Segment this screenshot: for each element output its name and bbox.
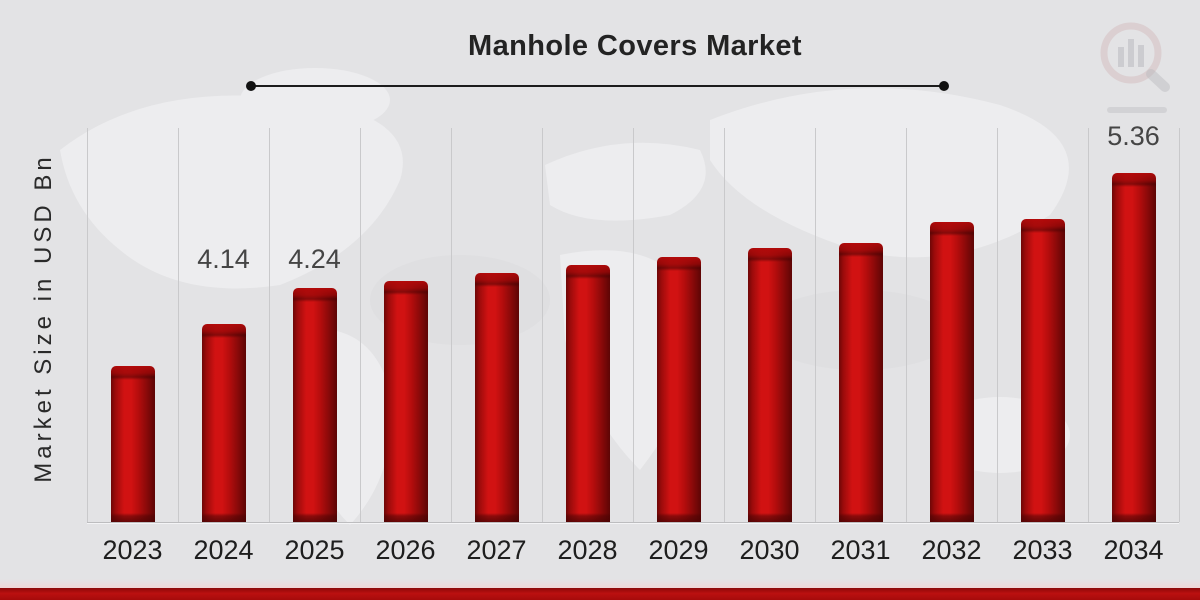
- x-axis-label: 2033: [1012, 535, 1073, 565]
- plot-area: 2023 2024 2025 2026 2027 2028 2029 2030 2031 2032…: [86, 121, 1180, 565]
- x-axis-label: 2034: [1103, 535, 1164, 565]
- gridline: [359, 128, 361, 522]
- title-underline: [246, 81, 949, 91]
- gridline: [996, 128, 998, 522]
- gridline: [177, 128, 179, 522]
- y-axis-label: Market Size in USD Bn: [30, 153, 57, 483]
- gridline: [450, 128, 452, 522]
- x-axis-label: 2025: [284, 535, 345, 565]
- gridline: [86, 128, 88, 522]
- x-axis-label: 2028: [557, 535, 618, 565]
- bottom-accent-bar: [0, 588, 1200, 600]
- bar: [929, 222, 974, 522]
- x-axis-label: 2024: [193, 535, 254, 565]
- gridline: [814, 128, 816, 522]
- bar-value-label: 4.14: [197, 244, 250, 274]
- bar: [201, 324, 246, 522]
- bar-value-label: 5.36: [1107, 121, 1160, 151]
- magnifier-bar-chart-icon: [1100, 22, 1170, 113]
- underline-dot-left-icon: [246, 81, 256, 91]
- x-axis-label: 2030: [739, 535, 800, 565]
- x-axis-label: 2027: [466, 535, 527, 565]
- gridline: [1087, 128, 1089, 522]
- underline-dot-right-icon: [939, 81, 949, 91]
- x-axis-label: 2032: [921, 535, 982, 565]
- bar: [292, 288, 337, 522]
- gridline: [1178, 128, 1180, 522]
- bar: [838, 243, 883, 522]
- bar: [110, 366, 155, 522]
- x-axis-baseline: [87, 522, 1179, 523]
- gridline: [723, 128, 725, 522]
- x-axis-label: 2031: [830, 535, 891, 565]
- bar: [565, 265, 610, 522]
- gridline: [268, 128, 270, 522]
- map-greenland: [240, 68, 390, 132]
- bottom-fade: [0, 579, 1200, 588]
- bar: [1111, 173, 1156, 522]
- bar: [656, 257, 701, 522]
- bar-value-label: 4.24: [288, 244, 341, 274]
- brand-watermark: [1100, 22, 1170, 113]
- x-axis-label: 2029: [648, 535, 709, 565]
- chart-title: Manhole Covers Market: [468, 30, 802, 62]
- bar: [383, 281, 428, 522]
- bar: [474, 273, 519, 522]
- x-axis-label: 2026: [375, 535, 436, 565]
- gridline: [905, 128, 907, 522]
- bar: [1020, 219, 1065, 522]
- bar: [747, 248, 792, 522]
- x-axis-label: 2023: [102, 535, 163, 565]
- gridline: [541, 128, 543, 522]
- gridline: [632, 128, 634, 522]
